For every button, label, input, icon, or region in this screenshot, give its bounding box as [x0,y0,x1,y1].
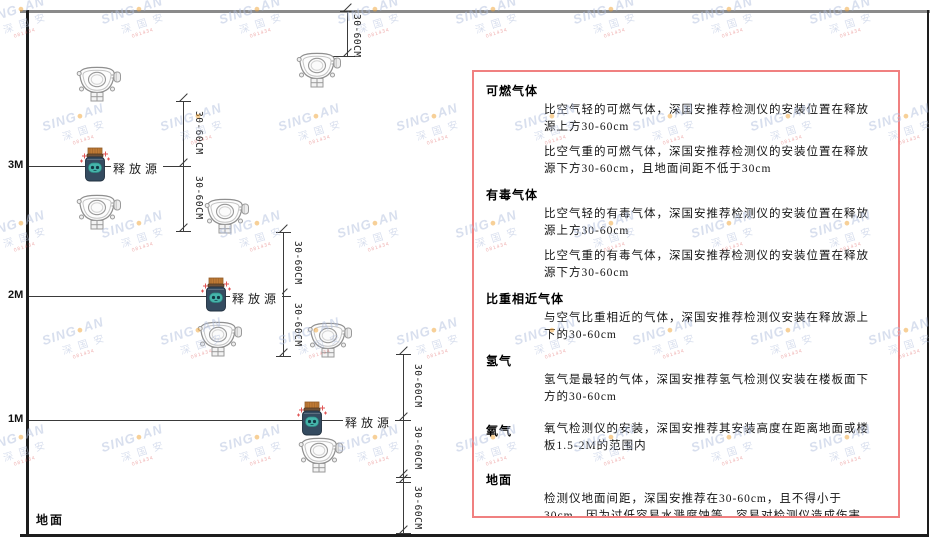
dim-label: 30-60CM [351,14,362,58]
gas-detector-icon [194,319,242,359]
section-oxygen: 氧气 氧气检测仪的安装，深国安推荐其安装高度在距离地面或楼板1.5-2M的范围内 [486,414,890,463]
guide-paragraph: 比空气轻的可燃气体，深国安推荐检测仪的安装位置在释放源上方30-60cm [544,104,869,133]
section-heading: 地面 [486,473,513,487]
dim-tick [396,354,411,355]
singoan-watermark: SING●AN 深 国 安 081434 [217,420,285,468]
gas-detector-icon [73,64,121,104]
guide-paragraph: 比空气重的可燃气体，深国安推荐检测仪的安装位置在释放源下方30-60cm，且地面… [544,146,869,175]
dim-tick [340,56,355,57]
dim-line-1m [403,354,404,534]
dim-extension-line [328,56,347,57]
dim-tick [396,533,411,534]
dim-tick [176,101,191,102]
section-similar-density-gas: 比重相近气体 与空气比重相近的气体，深国安推荐检测仪安装在释放源上下的30-60… [486,290,890,344]
dim-tick [276,356,291,357]
release-source-icon [199,277,233,313]
release-source-label: 释放源 [343,414,396,431]
guide-paragraph: 比空气轻的有毒气体，深国安推荐检测仪的安装位置在释放源上方30-60cm [544,208,869,237]
section-ground: 地面 检测仪地面间距，深国安推荐在30-60cm，且不得小于30cm，因为过低容… [486,471,890,518]
dim-label: 30-60CM [193,111,204,155]
gas-detector-icon [73,192,121,232]
installation-guide-panel: 可燃气体 比空气轻的可燃气体，深国安推荐检测仪的安装位置在释放源上方30-60c… [472,70,900,518]
gas-detector-icon [295,435,343,475]
gas-detector-icon [304,320,352,360]
guide-paragraph: 检测仪地面间距，深国安推荐在30-60cm，且不得小于30cm，因为过低容易水溅… [544,493,862,518]
dim-tick [396,420,411,421]
height-label-3m: 3M [8,159,24,171]
dim-label: 30-60CM [292,241,303,285]
section-toxic-gas: 有毒气体 比空气轻的有毒气体，深国安推荐检测仪的安装位置在释放源上方30-60c… [486,186,890,282]
height-label-1m: 1M [8,413,24,425]
dim-tick [176,166,191,167]
guide-paragraph: 氢气是最轻的气体，深国安推荐氢气检测仪安装在楼板面下方的30-60cm [544,374,869,403]
dim-label: 30-60CM [412,364,423,408]
dim-tick [276,232,291,233]
dim-line-ceiling [347,11,348,57]
section-heading: 比重相近气体 [486,292,565,306]
dim-label: 30-60CM [292,303,303,347]
dim-tick [276,296,291,297]
section-heading: 氢气 [486,354,513,368]
release-source-icon [295,401,329,437]
section-heading: 氧气 [486,424,513,438]
singoan-watermark: SING●AN 深 国 安 081434 [807,0,875,40]
section-hydrogen: 氢气 氢气是最轻的气体，深国安推荐氢气检测仪安装在楼板面下方的30-60cm [486,352,890,406]
section-heading: 可燃气体 [486,84,539,98]
level-line-1m [29,420,403,421]
dim-label: 30-60CM [412,426,423,470]
level-line-2m [29,296,283,297]
dim-label: 30-60CM [412,486,423,530]
guide-paragraph: 氧气检测仪的安装，深国安推荐其安装高度在距离地面或楼板1.5-2M的范围内 [544,423,869,452]
dim-line-2m [283,232,284,356]
singoan-watermark: SING●AN 深 国 安 081434 [40,313,108,361]
singoan-watermark: SING●AN 深 国 安 081434 [571,0,639,40]
ceiling-line [20,10,930,13]
singoan-watermark: SING●AN 深 国 安 081434 [453,0,521,40]
gas-detector-icon [201,196,249,236]
singoan-watermark: SING●AN 深 国 安 081434 [394,313,462,361]
section-heading: 有毒气体 [486,188,539,202]
ground-line [20,534,929,537]
left-wall-axis [26,10,29,537]
right-wall-line [927,10,929,537]
singoan-watermark: SING●AN 深 国 安 081434 [99,420,167,468]
dim-tick [396,482,411,483]
gas-detector-icon [293,50,341,90]
singoan-watermark: SING●AN 深 国 安 081434 [394,99,462,147]
section-flammable-gas: 可燃气体 比空气轻的可燃气体，深国安推荐检测仪的安装位置在释放源上方30-60c… [486,82,890,178]
height-label-2m: 2M [8,289,24,301]
singoan-watermark: SING●AN 深 国 安 081434 [40,99,108,147]
singoan-watermark: SING●AN 深 国 安 081434 [99,0,167,40]
release-source-label: 释放源 [111,160,164,177]
singoan-watermark: SING●AN 深 国 安 081434 [217,0,285,40]
release-source-label: 释放源 [230,290,283,307]
guide-paragraph: 与空气比重相近的气体，深国安推荐检测仪安装在释放源上下的30-60cm [544,312,869,341]
ground-label: 地面 [36,513,65,527]
singoan-watermark: SING●AN 深 国 安 081434 [276,99,344,147]
singoan-watermark: SING●AN 深 国 安 081434 [689,0,757,40]
level-line-3m [29,166,183,167]
release-source-icon [78,147,112,183]
dim-tick [340,11,355,12]
guide-paragraph: 比空气重的有毒气体，深国安推荐检测仪的安装位置在释放源下方30-60cm [544,250,869,279]
singoan-watermark: SING●AN 深 国 安 081434 [335,206,403,254]
dim-tick [176,231,191,232]
